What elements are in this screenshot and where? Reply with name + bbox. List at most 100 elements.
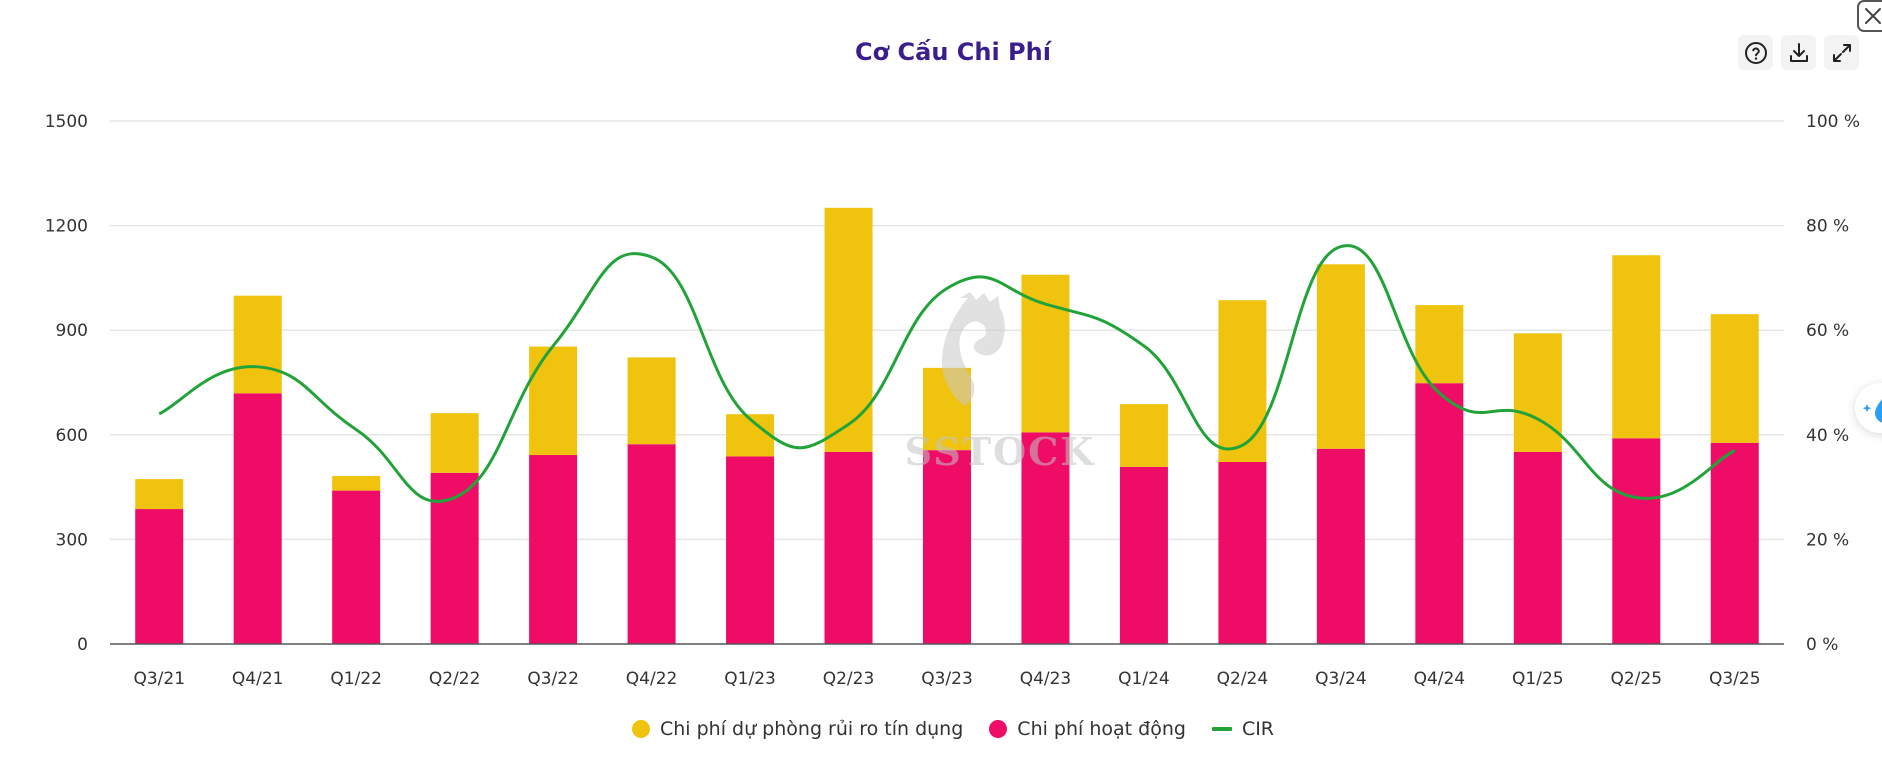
expand-button[interactable]: [1824, 35, 1859, 70]
bar-operating-cost[interactable]: [1415, 383, 1464, 644]
y2-tick-label: 80 %: [1806, 217, 1849, 237]
bar-operating-cost[interactable]: [529, 455, 578, 644]
cir-point[interactable]: [155, 410, 163, 418]
cir-point[interactable]: [746, 415, 754, 423]
bar-provision-cost[interactable]: [1119, 404, 1168, 467]
x-axis: Q3/21 Q4/21 Q1/22 Q2/22 Q3/22 Q4/22 Q1/23 Q2/23…: [133, 669, 1760, 689]
x-tick-label: Q1/23: [724, 669, 776, 689]
cir-point[interactable]: [352, 426, 360, 434]
bar-provision-cost[interactable]: [1415, 305, 1464, 384]
legend-item-provision[interactable]: Chi phí dự phòng rủi ro tín dụng: [631, 718, 964, 740]
download-icon: [1789, 42, 1808, 62]
bar-provision-cost[interactable]: [529, 346, 578, 456]
bar-operating-cost[interactable]: [1710, 442, 1759, 644]
horse-head-logo: [942, 292, 1005, 406]
x-tick-label: Q3/21: [133, 669, 185, 689]
chart-title: Cơ Cấu Chi Phí: [855, 38, 1051, 66]
bar-operating-cost[interactable]: [1119, 466, 1168, 644]
y-tick-label: 900: [56, 321, 88, 341]
legend-item-cir[interactable]: CIR: [1211, 718, 1275, 740]
bar-operating-cost[interactable]: [332, 490, 381, 644]
cir-point[interactable]: [254, 363, 262, 371]
legend-label-operating: Chi phí hoạt động: [1017, 718, 1186, 740]
cir-point[interactable]: [1435, 389, 1443, 397]
cir-point[interactable]: [549, 342, 557, 350]
cir-point[interactable]: [845, 420, 853, 428]
bar-provision-cost[interactable]: [824, 207, 873, 452]
cir-point[interactable]: [1731, 446, 1739, 454]
y2-tick-label: 20 %: [1806, 530, 1849, 550]
bar-provision-cost[interactable]: [332, 475, 381, 491]
bar-provision-cost[interactable]: [135, 479, 184, 510]
sparkle-droplet-icon: [1862, 399, 1882, 423]
bar-provision-cost[interactable]: [726, 414, 775, 457]
x-tick-label: Q2/25: [1611, 669, 1663, 689]
bar-provision-cost[interactable]: [233, 295, 282, 394]
cir-point[interactable]: [1337, 243, 1345, 251]
download-button[interactable]: [1781, 35, 1816, 70]
bar-operating-cost[interactable]: [233, 393, 282, 644]
legend-marker-provision: [631, 720, 650, 738]
bar-operating-cost[interactable]: [824, 451, 873, 644]
x-tick-label: Q4/23: [1020, 669, 1072, 689]
bar-provision-cost[interactable]: [627, 357, 676, 445]
cir-point[interactable]: [1632, 494, 1640, 502]
bar-operating-cost[interactable]: [1513, 451, 1562, 644]
bar-provision-cost[interactable]: [1513, 333, 1562, 452]
bar-provision-cost[interactable]: [430, 413, 479, 473]
bar-operating-cost[interactable]: [923, 450, 971, 644]
cir-point[interactable]: [451, 494, 459, 502]
legend-label-cir: CIR: [1241, 718, 1275, 740]
bar-series: [135, 207, 1759, 644]
close-button[interactable]: [1857, 0, 1882, 32]
bar-provision-cost[interactable]: [1021, 274, 1070, 433]
right-axis: 0 % 20 % 40 % 60 % 80 % 100 %: [1806, 112, 1860, 655]
cir-point[interactable]: [1041, 300, 1049, 308]
x-tick-label: Q1/25: [1512, 669, 1564, 689]
y2-tick-label: 100 %: [1806, 112, 1860, 132]
x-tick-label: Q3/23: [921, 669, 973, 689]
x-tick-label: Q3/25: [1709, 669, 1761, 689]
x-tick-label: Q4/21: [232, 669, 284, 689]
y-tick-label: 600: [56, 426, 88, 446]
bar-provision-cost[interactable]: [1218, 300, 1267, 462]
y-tick-label: 1500: [45, 112, 88, 132]
chart-toolbar: [1738, 35, 1859, 70]
bar-operating-cost[interactable]: [1021, 432, 1070, 644]
cir-point[interactable]: [648, 253, 656, 261]
bar-provision-cost[interactable]: [1710, 314, 1759, 443]
bar-operating-cost[interactable]: [1316, 448, 1365, 644]
y-tick-label: 1200: [45, 217, 88, 237]
bar-operating-cost[interactable]: [627, 444, 676, 644]
x-tick-label: Q4/22: [626, 669, 678, 689]
watermark-text: SSTOCK: [905, 429, 1096, 474]
legend-marker-cir: [1211, 727, 1232, 731]
x-tick-label: Q1/22: [330, 669, 382, 689]
x-tick-label: Q3/24: [1315, 669, 1367, 689]
x-tick-label: Q1/24: [1118, 669, 1170, 689]
cost-structure-chart: 0 300 600 900 1200 1500 0 % 20 % 40 % 60 % 80 % 10…: [45, 112, 1860, 689]
cir-point[interactable]: [1238, 441, 1246, 449]
legend-item-operating[interactable]: Chi phí hoạt động: [989, 718, 1186, 740]
cir-point[interactable]: [943, 284, 951, 292]
question-circle-icon: [1744, 41, 1767, 64]
legend-label-provision: Chi phí dự phòng rủi ro tín dụng: [659, 718, 964, 740]
bar-provision-cost[interactable]: [1612, 255, 1661, 439]
close-icon: [1865, 8, 1881, 24]
cir-line: [158, 244, 1736, 504]
x-tick-label: Q2/23: [823, 669, 875, 689]
bar-operating-cost[interactable]: [1612, 438, 1661, 644]
y2-tick-label: 60 %: [1806, 321, 1849, 341]
help-button[interactable]: [1738, 35, 1773, 70]
bar-operating-cost[interactable]: [135, 509, 184, 644]
bar-operating-cost[interactable]: [726, 456, 775, 644]
watermark: SSTOCK: [905, 292, 1096, 474]
y2-tick-label: 0 %: [1806, 635, 1838, 655]
x-tick-label: Q2/24: [1217, 669, 1269, 689]
y-tick-label: 300: [56, 530, 88, 550]
cir-point[interactable]: [1534, 415, 1542, 423]
bar-operating-cost[interactable]: [1218, 461, 1267, 644]
left-axis: 0 300 600 900 1200 1500: [45, 112, 88, 655]
bar-provision-cost[interactable]: [1316, 264, 1365, 449]
cir-point[interactable]: [1140, 342, 1148, 350]
